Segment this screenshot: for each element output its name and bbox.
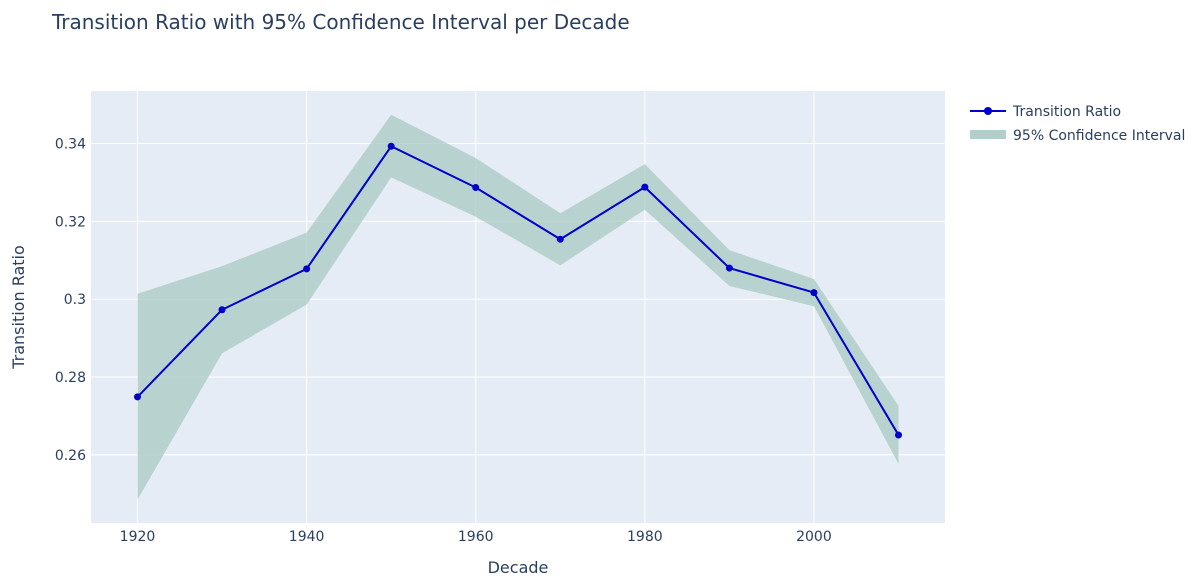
y-tick-label: 0.32 bbox=[55, 214, 86, 230]
x-axis-ticks: 1920 1940 1960 1980 2000 bbox=[120, 529, 832, 545]
x-tick-label: 1960 bbox=[458, 529, 494, 545]
confidence-band-area bbox=[137, 114, 899, 500]
data-point-1970[interactable] bbox=[556, 235, 564, 243]
x-tick-label: 1980 bbox=[627, 529, 663, 545]
data-point-2010[interactable] bbox=[894, 431, 902, 439]
x-tick-label: 2000 bbox=[796, 529, 832, 545]
x-axis-title: Decade bbox=[488, 558, 549, 577]
data-point-1950[interactable] bbox=[387, 142, 395, 150]
legend-marker-swatch bbox=[984, 107, 992, 115]
data-point-1920[interactable] bbox=[134, 393, 142, 401]
y-tick-label: 0.26 bbox=[55, 448, 86, 464]
y-tick-label: 0.3 bbox=[64, 292, 86, 308]
data-point-1980[interactable] bbox=[641, 183, 649, 191]
legend-label-transition-ratio: Transition Ratio bbox=[1012, 104, 1121, 120]
data-point-1960[interactable] bbox=[472, 184, 480, 192]
legend[interactable]: Transition Ratio 95% Confidence Interval bbox=[970, 104, 1185, 144]
ratio-line bbox=[136, 145, 900, 436]
legend-item-transition-ratio[interactable]: Transition Ratio bbox=[970, 104, 1121, 120]
legend-band-swatch bbox=[970, 130, 1006, 139]
x-tick-label: 1940 bbox=[289, 529, 325, 545]
data-point-2000[interactable] bbox=[810, 289, 818, 297]
x-tick-label: 1920 bbox=[120, 529, 156, 545]
legend-item-confidence-interval[interactable]: 95% Confidence Interval bbox=[970, 128, 1185, 144]
confidence-band bbox=[137, 114, 899, 500]
y-tick-label: 0.34 bbox=[55, 137, 86, 153]
ratio-line-path bbox=[136, 145, 900, 436]
legend-label-confidence-interval: 95% Confidence Interval bbox=[1013, 128, 1185, 144]
y-tick-label: 0.28 bbox=[55, 370, 86, 386]
data-point-1990[interactable] bbox=[725, 264, 733, 272]
data-point-1940[interactable] bbox=[303, 265, 311, 273]
y-axis-ticks: 0.26 0.28 0.3 0.32 0.34 bbox=[55, 137, 86, 464]
chart-title: Transition Ratio with 95% Confidence Int… bbox=[51, 10, 630, 34]
data-point-1930[interactable] bbox=[218, 306, 226, 314]
ratio-markers bbox=[134, 142, 902, 439]
y-axis-title: Transition Ratio bbox=[9, 245, 28, 370]
